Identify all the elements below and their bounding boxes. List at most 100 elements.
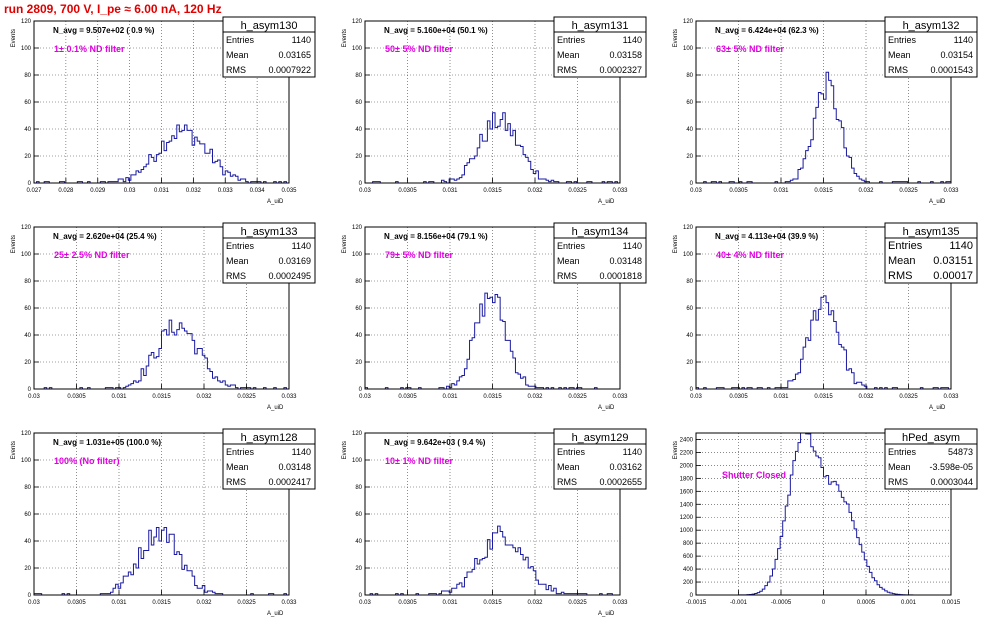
- y-tick-label: 40: [355, 333, 362, 339]
- y-tick-label: 60: [355, 306, 362, 312]
- y-tick-label: 40: [24, 127, 31, 133]
- x-tick-label: 0.035: [281, 188, 297, 194]
- x-tick-label: 0: [822, 600, 826, 606]
- y-tick-label: 100: [21, 252, 32, 258]
- y-tick-label: 80: [686, 279, 693, 285]
- panel-h_asym131: 0.03 0.0305 0.031 0.0315 0.032 0.0325 0.033 0 20…: [342, 16, 647, 205]
- x-tick-label: 0.0315: [152, 600, 171, 606]
- y-tick-label: 120: [21, 19, 32, 25]
- x-tick-label: 0.028: [58, 188, 74, 194]
- navg-label: N_avg = 1.031e+05 (100.0 %): [53, 438, 161, 447]
- y-tick-label: 20: [24, 360, 31, 366]
- x-tick-label: -0.0005: [771, 600, 792, 606]
- x-axis-label: A_uiD: [598, 199, 615, 205]
- y-tick-label: 100: [352, 46, 363, 52]
- stats-box: [222, 31, 316, 78]
- x-tick-label: 0.031: [773, 188, 789, 194]
- filter-annotation: 1± 0.1% ND filter: [54, 44, 125, 54]
- x-axis-label: A_uiD: [929, 405, 946, 411]
- histogram-title: h_asym128: [241, 432, 298, 444]
- panel-h_asym135: 0.03 0.0305 0.031 0.0315 0.032 0.0325 0.033 0 20…: [673, 222, 978, 411]
- x-tick-label: 0.034: [250, 188, 266, 194]
- stats-value: 0.0001818: [599, 271, 642, 281]
- stats-box: [884, 31, 978, 78]
- navg-label: N_avg = 4.113e+04 (39.9 %): [715, 232, 819, 241]
- x-tick-label: 0.032: [858, 394, 874, 400]
- x-axis-label: A_uiD: [267, 199, 284, 205]
- stats-value: 0.03148: [278, 462, 311, 472]
- y-tick-label: 100: [352, 458, 363, 464]
- x-tick-label: 0.0325: [237, 600, 256, 606]
- y-tick-label: 20: [24, 566, 31, 572]
- x-tick-label: 0.001: [901, 600, 917, 606]
- y-tick-label: 800: [683, 541, 694, 547]
- panel-h_asym129: 0.03 0.0305 0.031 0.0315 0.032 0.0325 0.033 0 20…: [342, 428, 647, 617]
- stats-value: 0.0001543: [930, 65, 973, 75]
- x-tick-label: 0.033: [281, 600, 297, 606]
- y-tick-label: 1000: [680, 528, 694, 534]
- stats-label: RMS: [888, 477, 908, 487]
- histogram-title: h_asym134: [572, 226, 629, 238]
- histogram-title: h_asym130: [241, 20, 298, 32]
- x-tick-label: 0.03: [359, 600, 371, 606]
- panel-h_asym132: 0.03 0.0305 0.031 0.0315 0.032 0.0325 0.033 0 20…: [673, 16, 978, 205]
- y-tick-label: 0: [690, 387, 694, 393]
- stats-box: [884, 443, 978, 490]
- x-tick-label: 0.031: [111, 600, 127, 606]
- x-axis-label: A_uiD: [598, 405, 615, 411]
- stats-value: 1140: [292, 241, 311, 251]
- x-tick-label: 0.031: [773, 394, 789, 400]
- stats-label: Entries: [226, 35, 255, 45]
- filter-annotation: 50± 5% ND filter: [385, 44, 453, 54]
- panel-hPed_asym: -0.0015 -0.001 -0.0005 0 0.0005 0.001 0.0015 0 2…: [673, 428, 978, 606]
- stats-value: 1140: [623, 35, 642, 45]
- x-tick-label: 0.031: [442, 600, 458, 606]
- x-tick-label: 0.0305: [67, 394, 86, 400]
- stats-label: RMS: [557, 65, 577, 75]
- histogram-title: h_asym129: [572, 432, 629, 444]
- y-tick-label: 20: [355, 360, 362, 366]
- y-tick-label: 20: [686, 154, 693, 160]
- x-tick-label: 0.031: [442, 394, 458, 400]
- y-tick-label: 20: [686, 360, 693, 366]
- run-title: run 2809, 700 V, I_pe ≈ 6.00 nA, 120 Hz: [4, 2, 222, 16]
- filter-annotation: 25± 2.5% ND filter: [54, 250, 130, 260]
- x-tick-label: 0.0325: [568, 188, 587, 194]
- x-tick-label: 0.0315: [152, 394, 171, 400]
- stats-label: Mean: [226, 462, 249, 472]
- stats-label: RMS: [226, 65, 246, 75]
- stats-box: [553, 31, 647, 78]
- y-tick-label: 120: [352, 19, 363, 25]
- stats-label: RMS: [226, 477, 246, 487]
- navg-label: N_avg = 6.424e+04 (62.3 %): [715, 26, 819, 35]
- x-tick-label: 0.032: [858, 188, 874, 194]
- x-tick-label: 0.0325: [568, 394, 587, 400]
- y-tick-label: 100: [352, 252, 363, 258]
- y-tick-label: 100: [683, 252, 694, 258]
- stats-value: 0.0002495: [268, 271, 311, 281]
- filter-annotation: 10± 1% ND filter: [385, 456, 453, 466]
- filter-annotation: 100% (No filter): [54, 456, 120, 466]
- stats-value: 0.03165: [278, 50, 311, 60]
- y-tick-label: 80: [355, 279, 362, 285]
- navg-label: N_avg = 9.507e+02 ( 0.9 %): [53, 26, 155, 35]
- x-axis-label: A_uiD: [267, 405, 284, 411]
- y-tick-label: 0: [359, 593, 363, 599]
- histogram-title: h_asym135: [903, 226, 960, 238]
- y-tick-label: 60: [24, 512, 31, 518]
- stats-box: [222, 237, 316, 284]
- y-tick-label: 0: [690, 593, 694, 599]
- y-tick-label: 60: [686, 306, 693, 312]
- y-tick-label: 80: [355, 73, 362, 79]
- y-tick-label: 80: [24, 73, 31, 79]
- histogram-title: hPed_asym: [902, 432, 960, 444]
- filter-annotation: 63± 5% ND filter: [716, 44, 784, 54]
- stats-label: Mean: [888, 255, 916, 267]
- stats-label: Mean: [557, 462, 580, 472]
- x-tick-label: 0.032: [527, 600, 543, 606]
- x-tick-label: 0.032: [186, 188, 202, 194]
- x-tick-label: 0.03: [28, 394, 40, 400]
- histogram-title: h_asym131: [572, 20, 629, 32]
- y-tick-label: 120: [21, 225, 32, 231]
